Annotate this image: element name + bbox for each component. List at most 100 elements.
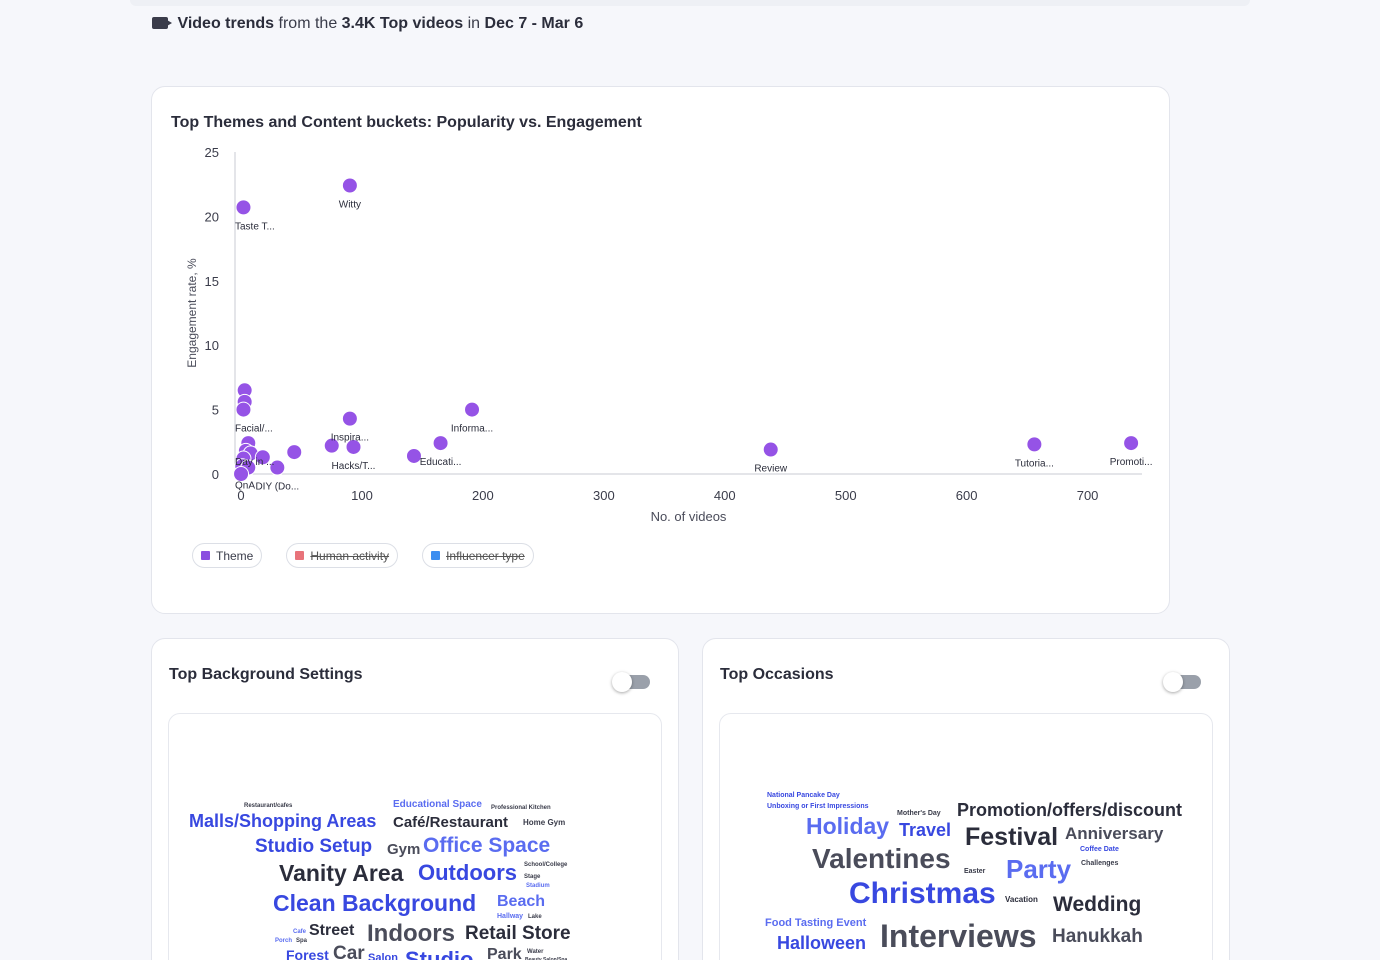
y-tick-label: 10 [205, 338, 219, 353]
x-tick-label: 500 [835, 488, 857, 503]
page-headline: Video trends from the 3.4K Top videos in… [152, 15, 583, 33]
cloud-word[interactable]: Retail Store [465, 923, 571, 944]
cloud-word[interactable]: Studio Setup [255, 836, 373, 857]
cloud-word[interactable]: Valentines [812, 843, 951, 874]
cloud-word[interactable]: Outdoors [418, 860, 517, 885]
scatter-point [464, 401, 481, 418]
cloud-word[interactable]: Café/Restaurant [393, 814, 509, 831]
legend-label: Theme [216, 548, 254, 563]
cloud-word[interactable]: Vanity Area [279, 860, 404, 886]
scatter-point [235, 401, 252, 418]
cloud-word[interactable]: Professional Kitchen [491, 805, 551, 811]
cloud-word[interactable]: Halloween [777, 933, 867, 953]
point-label: QnA [235, 480, 255, 491]
headline-video-count: 3.4K Top videos [341, 15, 464, 32]
cloud-word[interactable]: Home Gym [523, 818, 566, 827]
cloud-word[interactable]: Office Space [423, 834, 551, 857]
cloud-word[interactable]: Promotion/offers/discount [957, 800, 1182, 820]
occasions-title: Top Occasions [720, 666, 834, 683]
scatter-point [269, 459, 286, 476]
occasions-card: Top Occasions National Pancake Day Unboxi… [702, 638, 1230, 960]
x-tick-label: 600 [956, 488, 978, 503]
point-label: Educati... [420, 457, 462, 468]
cloud-word[interactable]: Forest [286, 947, 329, 960]
x-tick-label: 100 [351, 488, 373, 503]
cloud-word[interactable]: Food Tasting Event [765, 917, 867, 929]
cloud-word[interactable]: Restaurant/cafes [244, 803, 293, 809]
cloud-word[interactable]: Hanukkah [1052, 926, 1143, 947]
cloud-word[interactable]: Gym [387, 841, 421, 858]
x-tick-label: 300 [593, 488, 615, 503]
legend-label: Human activity [310, 548, 390, 563]
cloud-word[interactable]: Mother's Day [897, 810, 941, 817]
cloud-word[interactable]: Studio [405, 947, 474, 960]
point-label: Witty [339, 199, 361, 210]
scatter-point [235, 199, 252, 216]
y-tick-label: 15 [205, 274, 219, 289]
x-tick-label: 200 [472, 488, 494, 503]
point-label: Informa... [451, 424, 493, 435]
cloud-word[interactable]: School/College [524, 862, 568, 868]
cloud-word[interactable]: Cafe [293, 929, 307, 935]
cloud-word[interactable]: Challenges [1081, 860, 1119, 867]
cloud-word[interactable]: Holiday [806, 813, 890, 839]
toggle-knob [612, 672, 632, 692]
cloud-word[interactable]: Party [1006, 854, 1072, 884]
cloud-word[interactable]: Hallway [497, 913, 524, 920]
x-axis-title: No. of videos [651, 509, 727, 524]
cloud-word[interactable]: Festival [965, 823, 1059, 851]
x-tick-label: 0 [237, 488, 244, 503]
legend-item-influencer-type[interactable]: Influencer type [422, 543, 534, 568]
cloud-word[interactable]: Beauty Salon/Spa [525, 957, 568, 960]
cloud-word[interactable]: Unboxing or First Impressions [767, 803, 869, 810]
legend-swatch [201, 551, 210, 560]
cloud-word[interactable]: Anniversary [1065, 824, 1164, 843]
scatter-chart: 0 5 10 15 20 25 0 100 200 300 400 500 600 700 No. of v… [185, 145, 1153, 524]
cloud-word[interactable]: Travel [899, 820, 952, 840]
cloud-word[interactable]: Vacation [1005, 895, 1038, 904]
y-axis-title: Engagement rate, % [185, 258, 199, 368]
scatter-point [405, 447, 422, 464]
point-label: Day in ... [235, 457, 274, 468]
scatter-point [341, 177, 358, 194]
point-label: Inspira... [331, 433, 369, 444]
occasions-toggle[interactable] [1163, 672, 1201, 692]
scatter-point [233, 466, 250, 482]
themes-scatter-card: Top Themes and Content buckets: Populari… [151, 86, 1170, 614]
cloud-word[interactable]: Indoors [367, 920, 455, 947]
cloud-word[interactable]: Stage [524, 874, 541, 880]
cloud-word[interactable]: Spa [296, 938, 308, 944]
point-label: Hacks/T... [332, 461, 376, 472]
cloud-word[interactable]: Lake [528, 914, 542, 920]
cloud-word[interactable]: Beach [497, 893, 546, 910]
scatter-point [432, 435, 449, 452]
cloud-word[interactable]: Interviews [880, 918, 1037, 954]
cloud-word[interactable]: Christmas [849, 877, 996, 910]
scatter-point [762, 441, 779, 458]
cloud-word[interactable]: Water [527, 949, 544, 955]
background-settings-toggle[interactable] [612, 672, 650, 692]
cloud-word[interactable]: Porch [275, 938, 293, 944]
cloud-word[interactable]: Salon [368, 952, 398, 960]
cloud-word[interactable]: National Pancake Day [767, 792, 840, 799]
cloud-word[interactable]: Coffee Date [1080, 846, 1119, 853]
cloud-word[interactable]: Stadium [526, 883, 550, 889]
cloud-word[interactable]: Educational Space [393, 799, 482, 810]
legend-swatch [431, 551, 441, 560]
background-settings-title: Top Background Settings [169, 666, 363, 683]
cloud-word[interactable]: Park [487, 946, 522, 960]
point-label: Tutoria... [1015, 458, 1054, 469]
y-tick-label: 20 [205, 209, 219, 224]
cloud-word[interactable]: Easter [964, 868, 986, 875]
video-camera-icon [152, 17, 172, 29]
cloud-word[interactable]: Street [309, 922, 355, 939]
cloud-word[interactable]: Clean Background [273, 890, 477, 916]
scatter-point [286, 444, 303, 461]
legend-item-theme[interactable]: Theme [192, 543, 263, 568]
cloud-word[interactable]: Malls/Shopping Areas [189, 811, 377, 831]
legend-item-human-activity[interactable]: Human activity [286, 543, 399, 568]
cloud-word[interactable]: Car [333, 943, 365, 960]
point-label: Review [754, 464, 788, 475]
cloud-word[interactable]: Wedding [1053, 893, 1142, 916]
scatter-card-title: Top Themes and Content buckets: Populari… [171, 114, 642, 131]
